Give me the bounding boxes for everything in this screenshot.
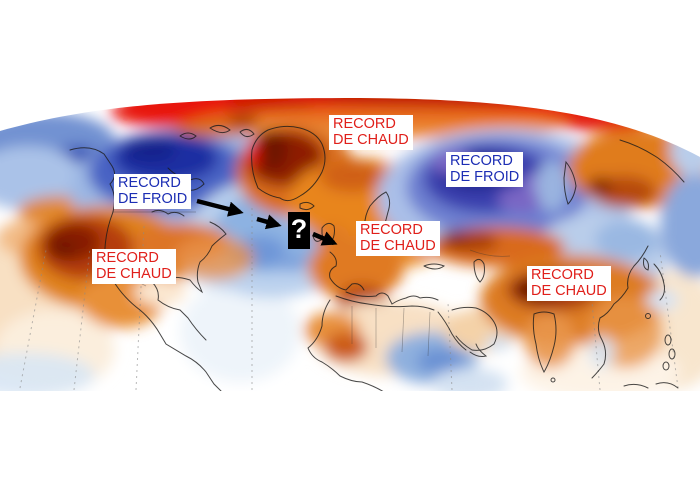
flow-arrow-icon [256,214,282,230]
label-record-chaud-asia: RECORD DE CHAUD [527,266,611,301]
label-line: RECORD [450,153,513,169]
label-line: RECORD [531,267,594,283]
label-line: DE CHAUD [531,283,607,299]
label-line: DE FROID [450,169,520,185]
label-line: RECORD [118,175,181,191]
question-mark-icon: ? [288,212,310,249]
label-line: RECORD [96,250,159,266]
graticule-lines [19,205,679,391]
label-record-chaud-usa: RECORD DE CHAUD [92,249,176,284]
label-record-chaud-europe: RECORD DE CHAUD [356,221,440,256]
label-record-chaud-arctic: RECORD DE CHAUD [329,115,413,150]
label-line: DE FROID [118,191,188,207]
label-line: DE CHAUD [360,238,436,254]
label-record-froid-siberia: RECORD DE FROID [446,152,524,187]
label-record-froid-canada: RECORD DE FROID [114,174,192,209]
label-line: DE CHAUD [333,132,409,148]
label-line: RECORD [333,116,396,132]
flow-arrow-icon [196,198,244,217]
label-line: RECORD [360,222,423,238]
label-line: DE CHAUD [96,266,172,282]
flow-arrow-icon [312,231,338,246]
question-mark-symbol: ? [290,214,308,244]
